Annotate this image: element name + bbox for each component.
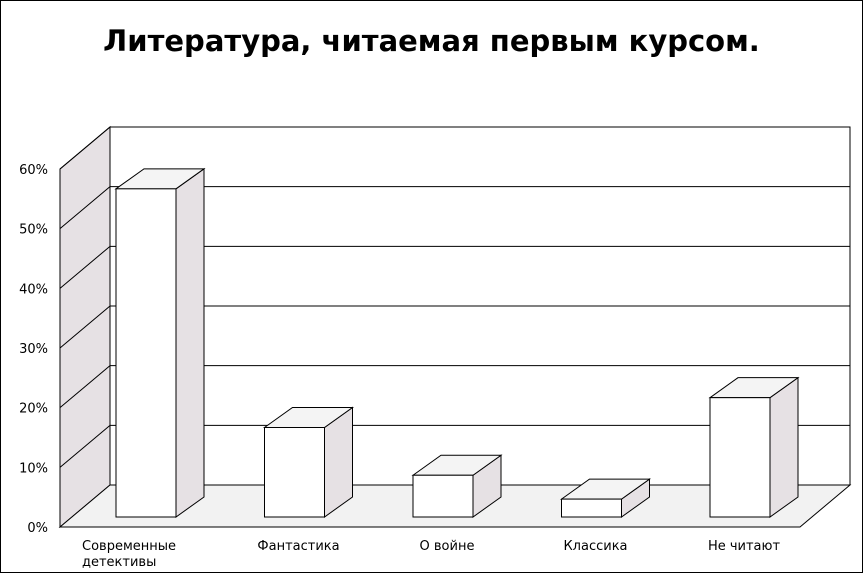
gridlines bbox=[59, 126, 850, 468]
bar bbox=[262, 406, 355, 518]
bar-side bbox=[175, 167, 205, 518]
bar-front bbox=[115, 188, 177, 518]
chart-title: Литература, читаемая первым курсом. bbox=[103, 24, 760, 58]
x-category-label: Современные bbox=[82, 539, 176, 554]
y-tick-label: 0% bbox=[27, 521, 48, 536]
gridline bbox=[59, 245, 850, 289]
bar-side bbox=[769, 376, 799, 518]
y-tick-label: 50% bbox=[19, 223, 48, 238]
gridline bbox=[59, 126, 850, 170]
y-tick-label: 20% bbox=[19, 402, 48, 417]
y-tick-label: 40% bbox=[19, 282, 48, 297]
gridline bbox=[59, 305, 850, 349]
gridline bbox=[59, 365, 850, 409]
x-category-label: Фантастика bbox=[257, 539, 339, 554]
x-category-label: О войне bbox=[420, 539, 475, 554]
gridline bbox=[59, 186, 850, 230]
bar-front bbox=[264, 427, 325, 518]
bar-front bbox=[561, 498, 622, 518]
bar-front bbox=[709, 397, 771, 518]
y-axis-ticks: 0% 10% 20% 30% 40% 50% 60% bbox=[19, 163, 48, 536]
y-tick-label: 30% bbox=[19, 342, 48, 357]
y-tick-label: 60% bbox=[19, 163, 48, 178]
bar bbox=[559, 478, 652, 518]
bar-front bbox=[412, 474, 474, 518]
y-tick-label: 10% bbox=[19, 461, 48, 476]
x-category-label: детективы bbox=[82, 555, 156, 570]
gridline bbox=[59, 424, 850, 468]
bar bbox=[114, 167, 206, 518]
x-category-label: Классика bbox=[563, 539, 627, 554]
bar bbox=[411, 454, 503, 518]
x-category-label: Не читают bbox=[708, 539, 781, 554]
bar bbox=[708, 376, 800, 518]
bars bbox=[114, 167, 800, 518]
